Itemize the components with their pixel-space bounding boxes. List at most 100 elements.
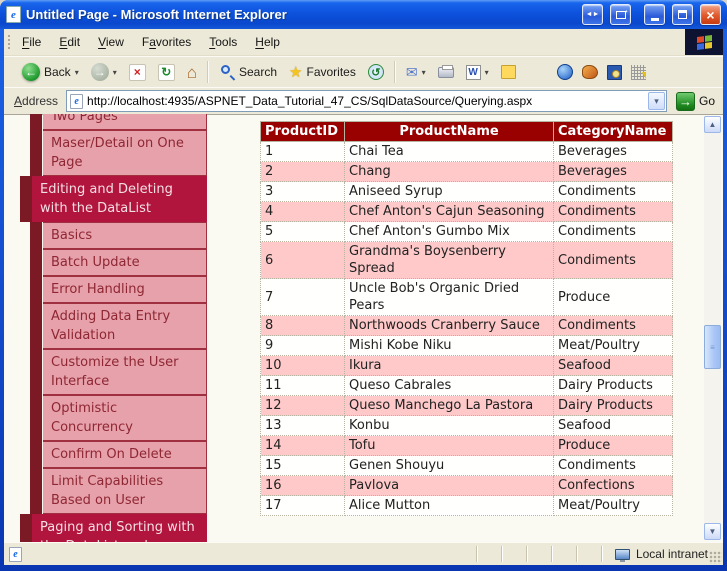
status-divider — [500, 546, 503, 562]
resize-grip[interactable] — [709, 551, 722, 564]
word-dropdown-icon[interactable]: ▾ — [484, 67, 489, 77]
table-cell: Ikura — [344, 355, 554, 376]
mail-dropdown-icon[interactable]: ▾ — [421, 67, 426, 77]
address-label: Address — [14, 94, 59, 108]
status-divider — [550, 546, 553, 562]
messenger-orb-icon[interactable] — [556, 64, 573, 80]
table-row: 1 Chai Tea Beverages — [260, 141, 673, 162]
sidebar-item-customize-the-user-interface[interactable]: Customize the User Interface — [43, 349, 207, 395]
scroll-up-button[interactable]: ▲ — [704, 116, 721, 133]
menu-favorites[interactable]: Favorites — [141, 35, 192, 49]
fox-addon-icon[interactable] — [581, 65, 598, 79]
products-table: ProductID ProductName CategoryName 1 Chai… — [260, 121, 673, 516]
table-cell: 2 — [260, 161, 345, 182]
sidebar-item-limit-capabilities-based-on-user[interactable]: Limit Capabilities Based on User — [43, 468, 207, 514]
favorites-label: Favorites — [306, 65, 356, 79]
security-zone: Local intranet — [603, 547, 718, 562]
forward-dropdown-icon[interactable]: ▾ — [112, 67, 117, 77]
window-popout-button[interactable] — [610, 4, 631, 25]
menu-view[interactable]: View — [98, 35, 124, 49]
home-button[interactable]: ⌂ — [182, 62, 202, 83]
table-row: 15 Genen Shouyu Condiments — [260, 455, 673, 476]
status-page-icon: e — [9, 546, 22, 562]
table-row: 16 Pavlova Confections — [260, 475, 673, 496]
table-cell: Uncle Bob's Organic Dried Pears — [344, 278, 554, 316]
table-cell: Beverages — [553, 141, 673, 162]
title-bar[interactable]: e Untitled Page - Microsoft Internet Exp… — [0, 0, 727, 29]
scrollbar-thumb[interactable]: ≡ — [704, 325, 721, 369]
sidebar-item-two-pages[interactable]: Two Pages — [43, 114, 207, 130]
edit-with-word-button[interactable]: W ▾ — [461, 63, 494, 82]
table-cell: Condiments — [553, 221, 673, 242]
menu-tools[interactable]: Tools — [209, 35, 238, 49]
notes-button[interactable] — [496, 63, 521, 81]
scroll-down-button[interactable]: ▼ — [704, 523, 721, 540]
back-button[interactable]: ← Back ▾ — [17, 61, 84, 83]
table-cell: Alice Mutton — [344, 495, 554, 516]
table-header-row: ProductID ProductName CategoryName — [260, 121, 673, 142]
table-row: 4 Chef Anton's Cajun Seasoning Condiments — [260, 201, 673, 222]
go-button[interactable]: → Go — [672, 91, 719, 111]
refresh-button[interactable]: ↻ — [153, 62, 180, 83]
address-url[interactable]: http://localhost:4935/ASPNET_Data_Tutori… — [87, 94, 533, 108]
favorites-button[interactable]: ★ Favorites — [284, 63, 361, 82]
menu-edit[interactable]: Edit — [59, 35, 81, 49]
forward-button[interactable]: → ▾ — [86, 61, 122, 83]
table-cell: Beverages — [553, 161, 673, 182]
menu-grip-handle[interactable] — [6, 33, 11, 51]
table-cell: Condiments — [553, 241, 673, 279]
table-row: 3 Aniseed Syrup Condiments — [260, 181, 673, 202]
sidebar-item-master-detail-on-one-page[interactable]: Maser/Detail on One Page — [43, 130, 207, 176]
table-row: 5 Chef Anton's Gumbo Mix Condiments — [260, 221, 673, 242]
sidebar-item-batch-update[interactable]: Batch Update — [43, 249, 207, 276]
table-cell: 13 — [260, 415, 345, 436]
search-icon — [219, 64, 235, 80]
search-button[interactable]: Search — [214, 62, 282, 82]
mail-button[interactable]: ✉ ▾ — [401, 63, 431, 81]
table-cell: Queso Cabrales — [344, 375, 554, 396]
minimize-button[interactable] — [644, 4, 665, 25]
table-cell: Queso Manchego La Pastora — [344, 395, 554, 416]
table-cell: Condiments — [553, 201, 673, 222]
back-dropdown-icon[interactable]: ▾ — [74, 67, 79, 77]
status-bar: e Local intranet — [4, 542, 723, 565]
table-cell: 17 — [260, 495, 345, 516]
address-dropdown-button[interactable]: ▾ — [647, 92, 665, 110]
research-addon-icon[interactable] — [606, 64, 622, 80]
table-cell: Seafood — [553, 415, 673, 436]
sidebar-item-adding-data-entry-validation[interactable]: Adding Data Entry Validation — [43, 303, 207, 349]
maximize-button[interactable] — [672, 4, 693, 25]
vertical-scrollbar[interactable]: ▲ ≡ ▼ — [704, 116, 721, 540]
table-row: 7 Uncle Bob's Organic Dried Pears Produce — [260, 278, 673, 316]
sidebar-item-error-handling[interactable]: Error Handling — [43, 276, 207, 303]
status-divider — [600, 546, 603, 562]
column-header-productid: ProductID — [260, 121, 345, 142]
menu-help[interactable]: Help — [255, 35, 280, 49]
sidebar-item-confirm-on-delete[interactable]: Confirm On Delete — [43, 441, 207, 468]
sidebar-item-paging-and-sorting[interactable]: Paging and Sorting with the DataList and — [20, 514, 207, 542]
table-cell: Chai Tea — [344, 141, 554, 162]
table-row: 8 Northwoods Cranberry Sauce Condiments — [260, 315, 673, 336]
table-cell: Genen Shouyu — [344, 455, 554, 476]
table-cell: 3 — [260, 181, 345, 202]
address-input[interactable]: e http://localhost:4935/ASPNET_Data_Tuto… — [66, 90, 667, 112]
window-nav-pair-button[interactable]: ◄► — [582, 4, 603, 25]
toolbar-addons — [556, 64, 646, 80]
table-cell: Dairy Products — [553, 395, 673, 416]
print-button[interactable] — [433, 64, 459, 80]
menu-file[interactable]: File — [22, 35, 42, 49]
pixel-grid-addon-icon[interactable] — [630, 64, 646, 80]
history-button[interactable]: ↺ — [363, 62, 389, 82]
stop-button[interactable]: × — [124, 62, 151, 83]
close-button[interactable]: × — [700, 4, 721, 25]
sidebar-item-optimistic-concurrency[interactable]: Optimistic Concurrency — [43, 395, 207, 441]
sidebar-item-editing-and-deleting-with-the-datalist[interactable]: Editing and Deleting with the DataList — [20, 176, 207, 222]
page-icon: e — [70, 93, 84, 109]
favorites-icon: ★ — [289, 63, 303, 81]
table-cell: Pavlova — [344, 475, 554, 496]
sidebar-item-basics[interactable]: Basics — [43, 222, 207, 249]
table-cell: Tofu — [344, 435, 554, 456]
local-intranet-icon — [614, 548, 630, 562]
history-icon: ↺ — [367, 64, 384, 80]
